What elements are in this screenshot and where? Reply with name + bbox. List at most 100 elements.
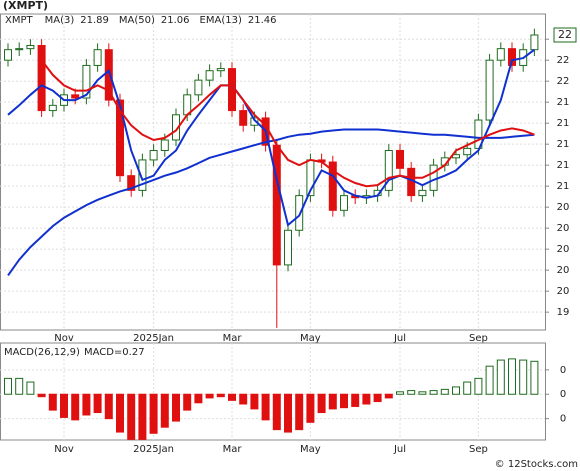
macd-bar [228, 393, 236, 401]
candle-body [82, 64, 91, 99]
candle-body [93, 49, 102, 66]
panel-frame [0, 13, 546, 331]
macd-bar [82, 393, 91, 416]
legend-value: 21.46 [248, 15, 277, 26]
candle-body [508, 48, 516, 66]
x-tick-label: May [300, 333, 321, 344]
candle-body [172, 114, 180, 141]
legend-label: EMA(13) [200, 15, 242, 26]
macd-bar [508, 358, 516, 395]
candle-body [295, 195, 304, 231]
legend-label: MA(50) [119, 15, 155, 26]
candle-body [37, 44, 46, 112]
legend-label: MA(3) [45, 15, 75, 26]
candle-body [194, 79, 203, 96]
candle-body [138, 159, 147, 191]
macd-bar [261, 393, 270, 421]
y-tick-label: 21 [557, 118, 570, 129]
y-tick-label: 20 [557, 286, 570, 297]
macd-bar [160, 393, 169, 428]
chart-title: (XMPT) [3, 0, 48, 12]
candle-body [328, 161, 337, 211]
macd-bar [272, 393, 281, 431]
ma-line [7, 128, 535, 276]
macd-bar [530, 360, 539, 395]
y-tick-label: 0 [560, 365, 566, 376]
macd-bar [149, 393, 158, 434]
x-tick-label: Sep [469, 444, 488, 455]
x-tick-label: May [300, 444, 321, 455]
candle-body [239, 110, 248, 126]
macd-bar [60, 393, 68, 418]
macd-bar [306, 393, 315, 423]
ma-line [40, 59, 535, 188]
macd-bar [15, 377, 24, 395]
x-tick-label: Jul [393, 333, 406, 344]
macd-bar [317, 393, 326, 414]
macd-bar [183, 393, 192, 411]
macd-bar [239, 393, 248, 405]
candle-body [340, 195, 348, 211]
candle-body [496, 48, 505, 61]
macd-bar [463, 381, 472, 395]
macd-bar [4, 377, 12, 395]
macd-bar [295, 393, 304, 431]
footer: © 12Stocks.com [495, 459, 578, 470]
macd-bar [496, 359, 505, 395]
x-tick-label: 2025Jan [133, 444, 174, 455]
macd-bar [485, 365, 494, 395]
y-tick-label: 20 [557, 202, 570, 213]
macd-bar [93, 393, 102, 414]
panel-annotation: MACD=0.27 [84, 347, 145, 358]
x-tick-label: Mar [223, 333, 243, 344]
candle-body [429, 164, 438, 191]
macd-bar [172, 393, 180, 422]
candle-body [396, 149, 404, 169]
macd-bar [284, 393, 292, 433]
macd-bar [452, 386, 460, 395]
macd-bar [37, 393, 46, 398]
macd-bar [205, 393, 214, 399]
y-tick-label: 20 [557, 223, 570, 234]
macd-bar [351, 393, 360, 407]
macd-bar [104, 393, 113, 420]
x-tick-label: Jul [393, 444, 406, 455]
macd-bar [216, 393, 225, 398]
y-tick-label: 20 [557, 244, 570, 255]
x-tick-label: 2025Jan [133, 333, 174, 344]
candle-body [48, 104, 57, 112]
macd-bar [519, 359, 528, 395]
candle-body [463, 147, 472, 156]
candle-body [71, 94, 80, 99]
x-tick-label: Mar [223, 444, 243, 455]
macd-bar [138, 393, 147, 440]
x-tick-label: Sep [469, 333, 488, 344]
x-tick-label: Nov [54, 333, 74, 344]
macd-bar [340, 393, 348, 409]
candle-body [272, 144, 281, 266]
candle-body [284, 229, 292, 266]
candle-body [384, 149, 393, 191]
x-tick-label: Nov [54, 444, 74, 455]
candle-body [15, 48, 24, 51]
y-tick-label: 20 [557, 265, 570, 276]
y-tick-label: 21 [557, 139, 570, 150]
candle-body [485, 59, 494, 121]
panel-title: MACD(26,12,9) [4, 347, 80, 358]
legend-value: 21.06 [161, 15, 190, 26]
candle-body [116, 99, 124, 177]
macd-bar [474, 377, 483, 395]
candle-body [216, 68, 225, 72]
macd-bar [127, 393, 136, 440]
macd-bar [407, 390, 416, 395]
macd-bar [328, 393, 337, 410]
last-price-label: 22 [558, 28, 572, 41]
macd-bar [429, 390, 438, 395]
y-tick-label: 22 [557, 76, 570, 87]
candle-body [530, 34, 539, 51]
candle-body [4, 49, 12, 61]
ma-line [7, 48, 535, 227]
macd-bar [26, 381, 35, 395]
macd-bar [440, 388, 449, 395]
y-tick-label: 21 [557, 181, 570, 192]
